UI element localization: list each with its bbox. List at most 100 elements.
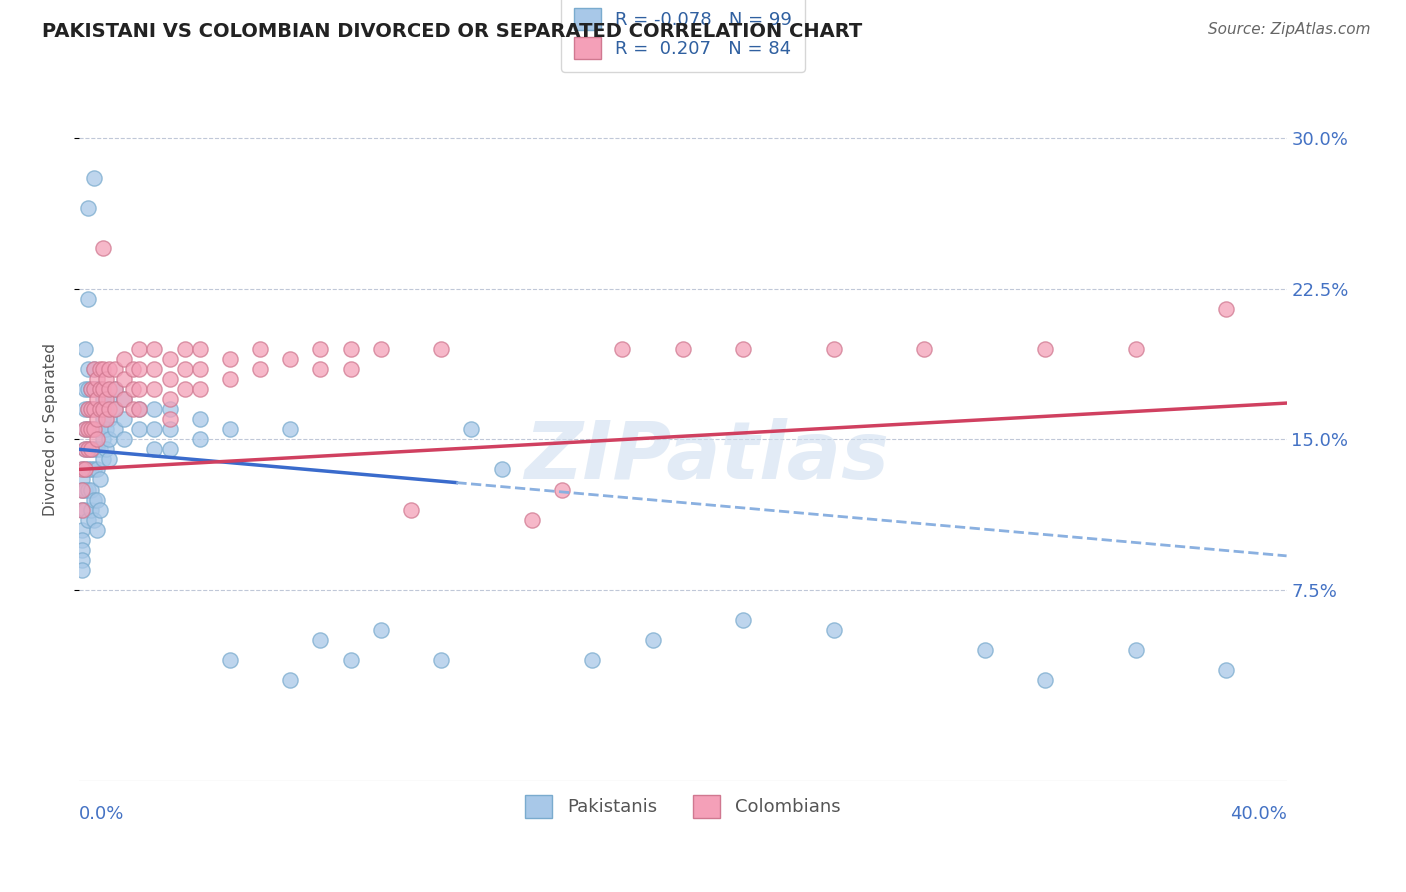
Point <box>112 392 135 406</box>
Point <box>159 442 181 457</box>
Point <box>128 362 150 376</box>
Y-axis label: Divorced or Separated: Divorced or Separated <box>44 343 58 516</box>
Point <box>104 362 127 376</box>
Point <box>83 402 105 417</box>
Point <box>1125 342 1147 356</box>
Point <box>128 402 150 417</box>
Point <box>77 292 100 306</box>
Point <box>1033 673 1056 688</box>
Point <box>89 402 111 417</box>
Point <box>83 170 105 185</box>
Point <box>339 653 361 667</box>
Point <box>73 402 96 417</box>
Point <box>77 382 100 396</box>
Point <box>83 402 105 417</box>
Point <box>86 462 108 476</box>
Point <box>112 392 135 406</box>
Point <box>104 422 127 436</box>
Point <box>98 412 121 426</box>
Point <box>80 442 103 457</box>
Point <box>173 362 195 376</box>
Point <box>143 362 166 376</box>
Point <box>159 412 181 426</box>
Point <box>98 402 121 417</box>
Point <box>278 422 301 436</box>
Point <box>249 342 271 356</box>
Point <box>823 624 845 638</box>
Point <box>89 473 111 487</box>
Point <box>91 412 114 426</box>
Point <box>823 342 845 356</box>
Point <box>83 382 105 396</box>
Point <box>143 402 166 417</box>
Point <box>339 362 361 376</box>
Point <box>672 342 695 356</box>
Point <box>104 382 127 396</box>
Point <box>520 513 543 527</box>
Point <box>86 372 108 386</box>
Point <box>98 452 121 467</box>
Point <box>1125 643 1147 657</box>
Point <box>98 392 121 406</box>
Point <box>70 563 93 577</box>
Point <box>86 402 108 417</box>
Point <box>86 422 108 436</box>
Text: ZIPatlas: ZIPatlas <box>524 418 890 496</box>
Point <box>94 392 117 406</box>
Point <box>77 362 100 376</box>
Point <box>77 422 100 436</box>
Point <box>188 362 211 376</box>
Point <box>973 643 995 657</box>
Point <box>491 462 513 476</box>
Point <box>83 362 105 376</box>
Point <box>94 372 117 386</box>
Point <box>94 412 117 426</box>
Point <box>143 442 166 457</box>
Point <box>128 422 150 436</box>
Point <box>80 402 103 417</box>
Point <box>143 342 166 356</box>
Point <box>98 382 121 396</box>
Point <box>219 351 242 366</box>
Point <box>89 502 111 516</box>
Point <box>77 483 100 497</box>
Point <box>70 462 93 476</box>
Point <box>83 382 105 396</box>
Point <box>370 624 392 638</box>
Point <box>249 362 271 376</box>
Point <box>1033 342 1056 356</box>
Point <box>581 653 603 667</box>
Point <box>159 372 181 386</box>
Point <box>70 553 93 567</box>
Point <box>73 483 96 497</box>
Point <box>77 513 100 527</box>
Point <box>1215 664 1237 678</box>
Point <box>219 653 242 667</box>
Point <box>733 342 755 356</box>
Point <box>112 432 135 446</box>
Point <box>91 362 114 376</box>
Point <box>188 382 211 396</box>
Point <box>83 492 105 507</box>
Point <box>89 442 111 457</box>
Point <box>173 382 195 396</box>
Text: Source: ZipAtlas.com: Source: ZipAtlas.com <box>1208 22 1371 37</box>
Point <box>551 483 574 497</box>
Point <box>73 342 96 356</box>
Point <box>80 422 103 436</box>
Point <box>73 442 96 457</box>
Point <box>83 422 105 436</box>
Point <box>128 382 150 396</box>
Point <box>80 462 103 476</box>
Point <box>91 382 114 396</box>
Point <box>77 402 100 417</box>
Point <box>733 613 755 627</box>
Point <box>219 372 242 386</box>
Point <box>309 342 332 356</box>
Point <box>339 342 361 356</box>
Point <box>80 442 103 457</box>
Point <box>70 533 93 547</box>
Point <box>143 422 166 436</box>
Point <box>70 483 93 497</box>
Point <box>70 483 93 497</box>
